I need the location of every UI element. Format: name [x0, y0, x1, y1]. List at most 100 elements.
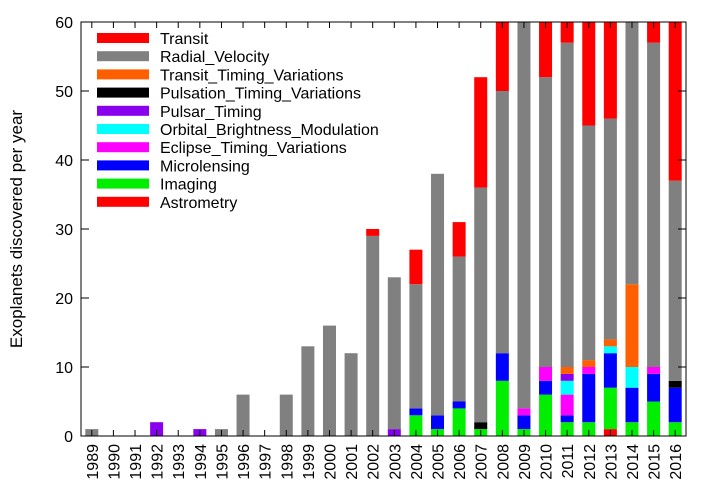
x-tick-label: 1999	[301, 444, 318, 480]
legend-label-imaging: Imaging	[160, 177, 217, 194]
legend-swatch-microlensing	[97, 160, 149, 171]
bar-segment-2004-imaging	[409, 415, 423, 436]
bar-segment-2009-radial-velocity	[517, 22, 531, 409]
bar-segment-2007-pulsation-timing-variations	[474, 422, 488, 430]
legend-label-pulsar-timing: Pulsar_Timing	[160, 104, 262, 121]
legend-swatch-radial-velocity	[97, 51, 149, 62]
bar-segment-1992-pulsar-timing	[150, 422, 164, 436]
legend-label-microlensing: Microlensing	[160, 158, 250, 175]
bar-segment-2007-transit	[474, 77, 488, 188]
bar-segment-2006-transit	[452, 222, 466, 257]
bar-segment-2012-eclipse-timing-variations	[582, 367, 596, 374]
bar-segment-2011-transit-timing-variations	[560, 367, 574, 374]
bar-segment-2013-imaging	[603, 387, 617, 430]
bar-segment-2012-transit-timing-variations	[582, 360, 596, 367]
bar-segment-2014-orbital-brightness-modulation	[625, 367, 639, 388]
x-tick-label: 1993	[171, 444, 188, 480]
bar-segment-2014-radial-velocity	[625, 22, 639, 285]
bar-segment-2011-orbital-brightness-modulation	[560, 380, 574, 395]
x-tick-label: 2001	[344, 444, 361, 480]
bar-segment-2002-transit	[366, 229, 380, 236]
legend-swatch-orbital-brightness-modulation	[97, 124, 149, 134]
bar-segment-2011-transit	[560, 22, 574, 43]
legend-label-pulsation-timing-variations: Pulsation_Timing_Variations	[160, 86, 361, 103]
bar-segment-2011-radial-velocity	[560, 42, 574, 367]
bar-segment-2011-pulsar-timing	[560, 373, 574, 381]
legend-swatch-transit	[97, 33, 149, 43]
x-tick-label: 1998	[279, 444, 296, 480]
legend-swatch-pulsar-timing	[97, 105, 149, 116]
legend: TransitRadial_VelocityTransit_Timing_Var…	[97, 31, 379, 212]
bar-segment-2001-radial-velocity	[344, 353, 358, 436]
x-tick-label: 2002	[366, 444, 383, 480]
y-axis-label: Exoplanets discovered per year	[7, 110, 26, 348]
y-tick-label: 10	[55, 360, 73, 377]
legend-label-radial-velocity: Radial_Velocity	[160, 49, 269, 66]
x-tick-label: 2008	[495, 444, 512, 480]
bar-segment-2000-radial-velocity	[322, 325, 336, 436]
bar-segment-2008-microlensing	[495, 353, 509, 381]
bar-segment-2006-microlensing	[452, 401, 466, 409]
bar-segment-2004-microlensing	[409, 408, 423, 416]
x-tick-label: 2003	[387, 444, 404, 480]
bar-segment-2010-radial-velocity	[539, 77, 553, 367]
bar-segment-2005-radial-velocity	[431, 173, 445, 416]
bar-segment-2015-microlensing	[647, 373, 661, 402]
bar-segment-2004-transit	[409, 249, 423, 285]
legend-swatch-astrometry	[97, 196, 149, 207]
legend-label-transit-timing-variations: Transit_Timing_Variations	[160, 67, 343, 84]
x-tick-label: 2013	[603, 444, 620, 480]
legend-swatch-imaging	[97, 178, 149, 189]
bar-segment-2016-radial-velocity	[668, 180, 682, 381]
y-tick-label: 50	[55, 84, 73, 101]
y-tick-label: 0	[64, 429, 73, 446]
bar-segment-2013-orbital-brightness-modulation	[603, 346, 617, 354]
bar-segment-1998-radial-velocity	[279, 394, 293, 436]
bar-segment-2016-imaging	[668, 422, 682, 436]
legend-label-orbital-brightness-modulation: Orbital_Brightness_Modulation	[160, 122, 379, 139]
x-tick-label: 1997	[258, 444, 275, 480]
x-tick-label: 1990	[106, 444, 123, 480]
bar-segment-2011-microlensing	[560, 415, 574, 423]
x-tick-label: 1995	[214, 444, 231, 480]
bar-segment-2010-microlensing	[539, 380, 553, 395]
x-tick-label: 2014	[625, 444, 642, 480]
bar-segment-2013-transit-timing-variations	[603, 339, 617, 347]
x-tick-label: 2010	[539, 444, 556, 480]
bar-segment-2015-imaging	[647, 401, 661, 436]
bar-segment-2003-radial-velocity	[387, 277, 401, 430]
x-tick-label: 2000	[322, 444, 339, 480]
bar-segment-1999-radial-velocity	[301, 346, 315, 436]
bar-segment-2015-transit	[647, 22, 661, 43]
bar-segment-2013-microlensing	[603, 353, 617, 388]
bar-segment-2012-imaging	[582, 422, 596, 436]
x-tick-label: 2011	[560, 444, 577, 479]
bar-segment-1996-radial-velocity	[236, 394, 250, 436]
bar-segment-2005-microlensing	[431, 415, 445, 430]
legend-label-transit: Transit	[160, 31, 209, 48]
legend-label-astrometry: Astrometry	[160, 195, 237, 212]
bar-segment-2015-eclipse-timing-variations	[647, 367, 661, 374]
x-tick-label: 1992	[150, 444, 167, 480]
bar-segment-2013-radial-velocity	[603, 118, 617, 340]
bar-segment-2004-radial-velocity	[409, 284, 423, 409]
bar-segment-2009-microlensing	[517, 415, 531, 430]
y-tick-label: 40	[55, 153, 73, 170]
y-tick-label: 20	[55, 291, 73, 308]
bar-segment-2011-imaging	[560, 422, 574, 436]
bar-segment-2008-transit	[495, 22, 509, 91]
x-axis: 1989 1990 1991 1992 1993 1994 1995 1996 1997 1998…	[85, 22, 685, 480]
y-tick-label: 60	[55, 15, 73, 32]
bar-segment-2007-radial-velocity	[474, 187, 488, 423]
bar-segment-2014-imaging	[625, 422, 639, 436]
bar-segment-2013-transit	[603, 22, 617, 119]
bar-segment-2010-imaging	[539, 394, 553, 436]
bar-segment-2014-microlensing	[625, 387, 639, 423]
legend-swatch-pulsation-timing-variations	[97, 87, 149, 98]
x-tick-label: 1989	[85, 444, 102, 480]
bar-segment-2006-radial-velocity	[452, 256, 466, 402]
bar-segment-2011-eclipse-timing-variations	[560, 394, 574, 416]
bar-segment-2016-pulsation-timing-variations	[668, 380, 682, 388]
x-tick-label: 2012	[582, 444, 599, 480]
